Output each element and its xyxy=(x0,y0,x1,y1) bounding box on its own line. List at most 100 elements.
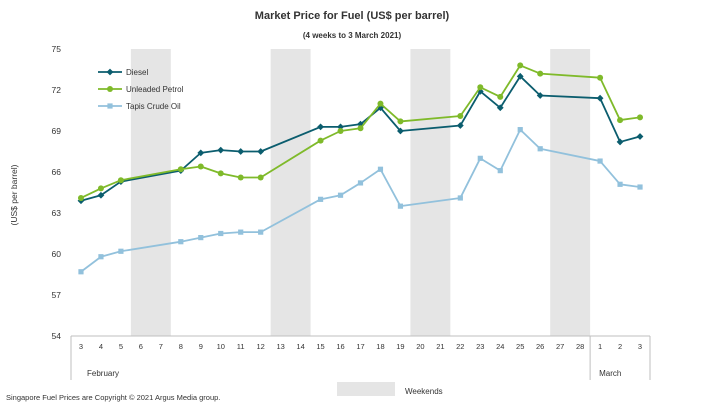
x-axis: 3 4 5 6 7 8 9 10 11 12 13 14 15 16 17 18 19 20 21 22 23 24 25 2… xyxy=(70,336,651,380)
x-tick-label: 2 xyxy=(618,342,622,351)
x-tick-label: 21 xyxy=(436,342,444,351)
data-point-diesel xyxy=(377,104,384,112)
footer-copyright: Singapore Fuel Prices are Copyright © 20… xyxy=(6,393,220,402)
y-tick-label: 72 xyxy=(52,85,62,95)
data-point-tapis-crude-oil xyxy=(497,168,503,174)
data-point-diesel xyxy=(197,149,205,157)
data-point-tapis-crude-oil xyxy=(477,155,483,161)
data-point-unleaded-petrol xyxy=(357,125,364,132)
data-point-unleaded-petrol xyxy=(77,194,84,201)
y-tick-label: 75 xyxy=(52,44,62,54)
month-label-february: February xyxy=(87,369,119,378)
data-point-unleaded-petrol xyxy=(317,137,324,144)
data-point-unleaded-petrol xyxy=(177,166,184,173)
data-point-diesel xyxy=(317,123,324,131)
x-tick-label: 22 xyxy=(456,342,464,351)
series-layer xyxy=(77,62,644,275)
data-point-tapis-crude-oil xyxy=(357,180,364,186)
data-point-tapis-crude-oil xyxy=(198,235,204,241)
data-point-diesel xyxy=(516,72,524,80)
legend-label-unleaded-petrol: Unleaded Petrol xyxy=(126,85,184,94)
data-point-unleaded-petrol xyxy=(517,62,524,69)
x-tick-label: 13 xyxy=(276,342,284,351)
data-point-diesel xyxy=(337,123,344,131)
data-point-unleaded-petrol xyxy=(537,70,544,77)
x-tick-label: 1 xyxy=(598,342,602,351)
data-point-tapis-crude-oil xyxy=(617,181,623,187)
legend-label-tapis-crude-oil: Tapis Crude Oil xyxy=(126,102,181,111)
data-point-diesel xyxy=(496,104,504,112)
month-label-march: March xyxy=(599,369,621,378)
y-tick-label: 54 xyxy=(52,331,62,341)
x-tick-label: 15 xyxy=(316,342,324,351)
x-tick-label: 11 xyxy=(237,342,245,351)
data-point-diesel xyxy=(357,120,364,128)
data-point-diesel xyxy=(616,138,624,146)
data-point-diesel xyxy=(257,148,265,155)
data-point-tapis-crude-oil xyxy=(597,158,603,164)
data-point-tapis-crude-oil xyxy=(178,239,184,245)
data-point-unleaded-petrol xyxy=(117,177,124,184)
x-tick-label: 16 xyxy=(336,342,344,351)
x-tick-label: 28 xyxy=(576,342,584,351)
data-point-unleaded-petrol xyxy=(257,174,264,181)
data-point-tapis-crude-oil xyxy=(377,166,384,172)
legend: Diesel Unleaded Petrol Tapis Crude Oil xyxy=(98,68,184,111)
data-point-tapis-crude-oil xyxy=(238,229,244,235)
data-point-diesel xyxy=(97,191,105,199)
data-point-unleaded-petrol xyxy=(337,128,344,134)
y-tick-label: 57 xyxy=(52,290,62,300)
data-point-diesel xyxy=(636,133,644,140)
y-tick-label: 63 xyxy=(52,208,62,218)
y-tick-label: 66 xyxy=(52,167,62,177)
y-tick-label: 69 xyxy=(52,126,62,136)
data-point-unleaded-petrol xyxy=(397,118,404,125)
data-point-unleaded-petrol xyxy=(457,112,464,119)
data-point-unleaded-petrol xyxy=(197,163,204,170)
data-point-unleaded-petrol xyxy=(617,117,624,124)
x-tick-label: 25 xyxy=(516,342,524,351)
data-point-diesel xyxy=(397,127,404,135)
legend-marker-unleaded-petrol xyxy=(107,86,113,92)
weekend-band xyxy=(550,49,591,336)
legend-item-diesel: Diesel xyxy=(98,68,148,77)
data-point-unleaded-petrol xyxy=(97,185,104,192)
legend-marker-diesel xyxy=(106,68,114,76)
x-tick-label: 18 xyxy=(376,342,384,351)
data-point-tapis-crude-oil xyxy=(457,195,463,201)
data-point-diesel xyxy=(596,94,604,102)
data-point-unleaded-petrol xyxy=(497,93,504,100)
weekend-band xyxy=(130,49,171,336)
x-tick-label: 9 xyxy=(199,342,203,351)
weekend-legend-swatch xyxy=(337,382,395,396)
data-point-tapis-crude-oil xyxy=(258,229,264,235)
x-tick-label: 17 xyxy=(356,342,364,351)
data-point-tapis-crude-oil xyxy=(218,230,224,237)
y-axis: 54 57 60 63 66 69 72 75 xyxy=(52,44,62,341)
data-point-tapis-crude-oil xyxy=(98,254,104,260)
data-point-tapis-crude-oil xyxy=(78,269,84,275)
y-tick-label: 60 xyxy=(52,249,62,259)
legend-item-unleaded-petrol: Unleaded Petrol xyxy=(98,85,184,94)
chart-subtitle: (4 weeks to 3 March 2021) xyxy=(303,31,402,40)
data-point-unleaded-petrol xyxy=(377,100,384,107)
data-point-diesel xyxy=(536,92,544,99)
x-tick-label: 8 xyxy=(179,342,183,351)
data-point-tapis-crude-oil xyxy=(397,203,404,209)
x-tick-label: 3 xyxy=(79,342,83,351)
data-point-diesel xyxy=(456,122,464,129)
x-tick-label: 12 xyxy=(257,342,265,351)
weekend-legend-label: Weekends xyxy=(405,387,443,396)
chart-title: Market Price for Fuel (US$ per barrel) xyxy=(255,10,450,22)
x-tick-label: 20 xyxy=(416,342,424,351)
legend-label-diesel: Diesel xyxy=(126,68,148,77)
x-tick-label: 6 xyxy=(139,342,143,351)
weekend-band xyxy=(270,49,311,336)
x-tick-label: 10 xyxy=(217,342,225,351)
data-point-tapis-crude-oil xyxy=(537,146,543,152)
data-point-unleaded-petrol xyxy=(637,114,644,121)
data-point-unleaded-petrol xyxy=(597,74,604,81)
x-tick-label: 3 xyxy=(638,342,642,351)
data-point-tapis-crude-oil xyxy=(317,196,324,202)
